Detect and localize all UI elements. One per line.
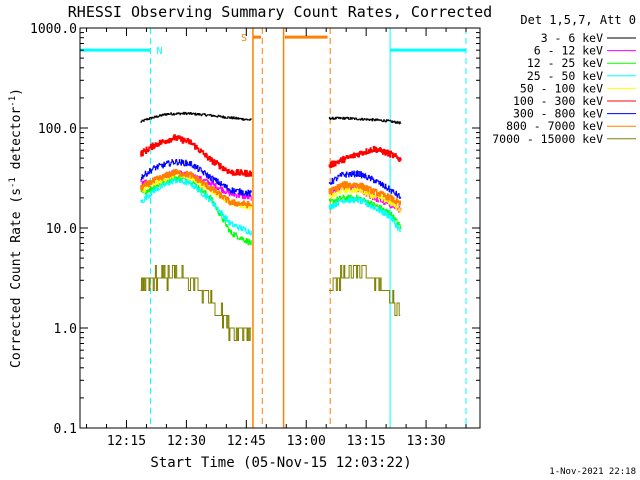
series-line xyxy=(328,116,402,125)
x-tick-label: 13:00 xyxy=(287,434,326,449)
night-flag-label: N xyxy=(156,46,162,57)
y-tick-label: 100.0 xyxy=(38,122,77,137)
series-line xyxy=(140,177,252,236)
series-line xyxy=(140,134,252,177)
series-line xyxy=(328,181,401,206)
y-axis-label: Corrected Count Rate (s-1 detector-1) xyxy=(8,88,24,368)
chart-title: RHESSI Observing Summary Count Rates, Co… xyxy=(68,3,492,21)
series-line xyxy=(328,265,401,316)
y-tick-label: 0.1 xyxy=(54,422,77,437)
series-line xyxy=(328,145,402,168)
legend-label: 50 - 100 keV xyxy=(520,81,603,95)
plot-frame xyxy=(79,27,481,429)
plot-area: NS xyxy=(80,28,467,428)
plot-timestamp: 1-Nov-2021 22:18 xyxy=(549,467,636,477)
x-tick-label: 12:45 xyxy=(227,434,266,449)
saa-flag-label: S xyxy=(241,33,247,44)
y-tick-label: 1000.0 xyxy=(30,22,77,37)
series-line xyxy=(328,196,402,232)
x-tick-label: 12:15 xyxy=(107,434,146,449)
legend-label: 800 - 7000 keV xyxy=(506,119,603,133)
series-line xyxy=(140,159,252,197)
series-line xyxy=(328,170,402,199)
series-line xyxy=(328,186,402,213)
series-line xyxy=(140,111,252,123)
x-tick-label: 13:15 xyxy=(347,434,386,449)
legend-label: 300 - 800 keV xyxy=(513,107,603,121)
legend-label: 3 - 6 keV xyxy=(541,31,603,45)
legend-label: 25 - 50 keV xyxy=(527,69,603,83)
legend-title: Det 1,5,7, Att 0 xyxy=(520,13,636,27)
y-tick-label: 10.0 xyxy=(46,222,77,237)
legend-label: 100 - 300 keV xyxy=(513,94,603,108)
x-axis-label: Start Time (05-Nov-15 12:03:22) xyxy=(150,455,411,471)
series-line xyxy=(140,265,252,341)
series-line xyxy=(140,169,252,209)
axes: 1000.0 100.0 10.0 1.0 0.1 12:15 12:30 12:45 13:0… xyxy=(30,22,481,449)
legend-label: 6 - 12 keV xyxy=(534,44,603,58)
x-tick-label: 13:30 xyxy=(407,434,446,449)
y-tick-label: 1.0 xyxy=(54,322,77,337)
x-tick-label: 12:30 xyxy=(167,434,206,449)
legend-label: 7000 - 15000 keV xyxy=(492,132,603,146)
legend-label: 12 - 25 keV xyxy=(527,56,603,70)
